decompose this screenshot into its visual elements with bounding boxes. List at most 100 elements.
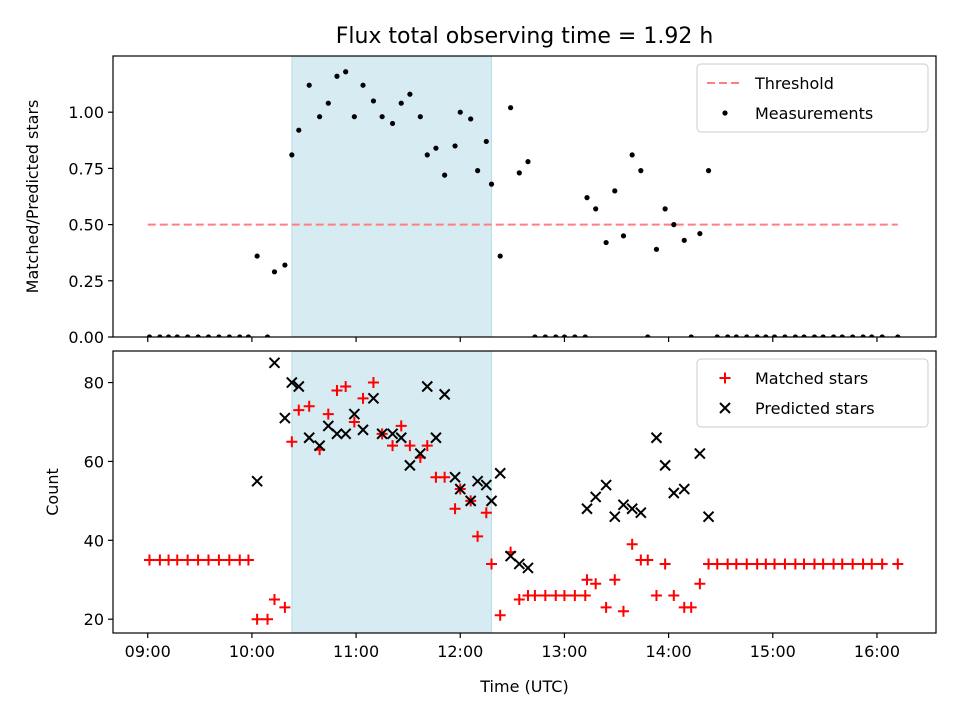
measurement-point (839, 334, 845, 337)
measurement-point (629, 152, 635, 158)
y-tick-label: 0.25 (68, 272, 104, 291)
matched-star-point (404, 440, 416, 452)
y-axis-label: Matched/Predicted stars (23, 100, 42, 294)
measurement-point (185, 334, 191, 337)
predicted-star-point (303, 432, 315, 444)
measurement-point (174, 334, 180, 337)
measurement-point (532, 334, 538, 337)
predicted-star-point (430, 432, 442, 444)
legend-label: Predicted stars (755, 399, 875, 418)
measurement-point (488, 181, 495, 187)
measurement-point (417, 114, 423, 120)
matched-star-point (357, 392, 369, 404)
bottom-x-axis-label: Time (UTC) (479, 677, 568, 696)
measurement-point (433, 145, 439, 151)
matched-star-point (303, 400, 315, 412)
measurement-point (475, 168, 481, 174)
measurement-point (572, 334, 578, 337)
measurement-point (879, 334, 885, 337)
matched-star-point (539, 590, 551, 602)
legend-handle (719, 372, 731, 384)
measurement-point (282, 262, 288, 268)
measurement-point (424, 152, 430, 158)
matched-star-point (817, 558, 829, 570)
measurement-point (662, 206, 668, 212)
measurement-point (254, 253, 260, 259)
predicted-star-point (404, 459, 416, 472)
matched-star-point (439, 471, 451, 483)
measurement-point (763, 334, 769, 337)
measurement-point (725, 334, 731, 337)
predicted-star-point (348, 408, 361, 420)
matched-star-point (892, 558, 904, 570)
measurement-point (525, 159, 531, 165)
matched-star-point (421, 440, 433, 452)
predicted-star-point (626, 503, 638, 515)
x-tick-label: 12:00 (437, 642, 483, 661)
measurement-point (671, 222, 677, 228)
shaded-region (291, 350, 493, 634)
measurement-point (351, 114, 357, 120)
measurement-point (688, 334, 694, 337)
measurement-point (468, 116, 474, 122)
matched-star-point (213, 554, 225, 566)
measurement-point (553, 334, 559, 337)
predicted-star-point (331, 428, 343, 440)
matched-star-point (223, 554, 235, 566)
measurement-point (584, 195, 590, 201)
measurement-point (782, 334, 788, 337)
matched-star-point (286, 436, 298, 448)
matched-star-point (293, 404, 305, 416)
measurement-point (398, 100, 404, 106)
measurement-point (612, 188, 618, 194)
matched-star-point (558, 590, 570, 602)
matched-star-point (387, 440, 399, 452)
predicted-star-point (313, 439, 326, 452)
shaded-region (291, 55, 493, 338)
measurement-point (271, 269, 278, 275)
matched-star-point (449, 503, 461, 515)
measurement-point (714, 334, 720, 337)
plot-area (143, 357, 904, 625)
measurement-point (407, 91, 413, 97)
y-tick-label: 1.00 (68, 103, 104, 122)
predicted-star-point (357, 424, 369, 436)
x-tick-label: 13:00 (541, 642, 587, 661)
matched-star-point (741, 558, 753, 570)
x-tick-label: 16:00 (854, 642, 900, 661)
matched-star-point (202, 554, 214, 566)
measurement-point (289, 152, 295, 158)
predicted-star-point (464, 495, 477, 507)
predicted-star-point (522, 562, 534, 574)
predicted-star-point (609, 510, 621, 523)
predicted-star-point (635, 506, 647, 519)
measurement-point (343, 69, 349, 75)
legend-handle (719, 402, 731, 414)
x-tick-label: 15:00 (750, 642, 796, 661)
matched-star-point (876, 558, 888, 570)
predicted-star-point (589, 491, 602, 503)
measurement-point (801, 334, 807, 337)
measurement-point (334, 73, 340, 79)
predicted-star-point (268, 357, 281, 369)
measurement-point (593, 206, 599, 212)
measurement-point (653, 246, 660, 252)
measurement-point (146, 334, 153, 337)
legend-box (696, 358, 929, 428)
measurement-point (195, 334, 201, 337)
measurement-point (264, 334, 271, 337)
x-tick-label: 14:00 (646, 642, 692, 661)
matched-star-point (798, 558, 810, 570)
matched-star-point (609, 574, 621, 586)
matched-star-point (779, 558, 791, 570)
predicted-star-point (286, 376, 298, 389)
matched-star-point (836, 558, 848, 570)
matched-star-point (331, 384, 343, 396)
matched-star-point (472, 530, 484, 542)
measurement-point (452, 143, 458, 149)
predicted-star-point (694, 447, 706, 460)
measurement-point (157, 334, 163, 337)
predicted-star-point (449, 471, 461, 483)
matched-star-point (581, 574, 593, 586)
measurement-point (237, 334, 243, 337)
